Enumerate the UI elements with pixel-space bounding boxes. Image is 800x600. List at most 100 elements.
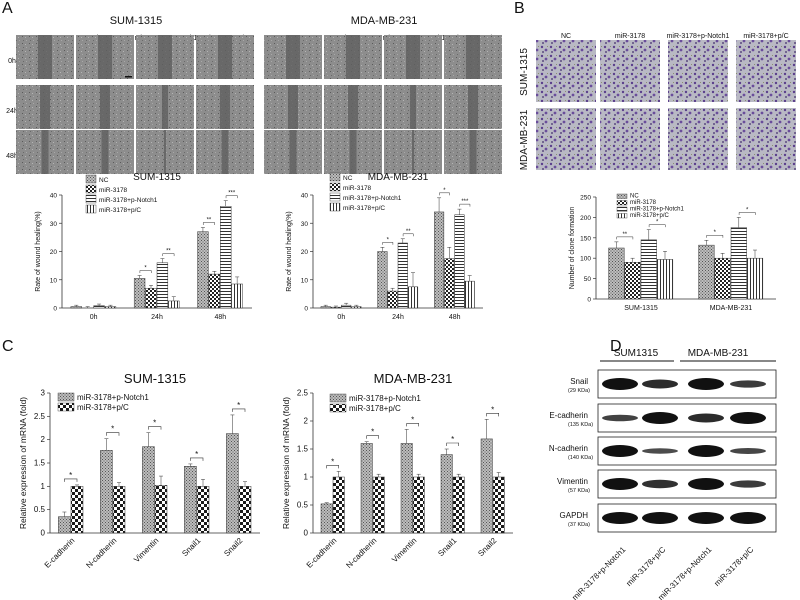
blot-band — [688, 445, 724, 457]
bar — [112, 486, 126, 534]
colony-micrograph — [668, 40, 728, 102]
micrograph-cell-line-label: MDA-MB-231 — [351, 15, 418, 27]
significance-bracket — [225, 195, 238, 199]
y-axis-label: Number of clone formation — [569, 207, 576, 290]
significance-mark: * — [451, 435, 454, 444]
legend-label: miR-3178+p/C — [343, 205, 385, 212]
colony-row-label: SUM-1315 — [519, 48, 530, 96]
wound-gap — [158, 35, 172, 79]
chart-wound-mda: MDA-MB-231 0 10 20 30 40 Rate of wound healing… — [286, 172, 483, 321]
legend-label: miR-3178+p/C — [99, 207, 141, 214]
x-tick-label: SUM-1315 — [624, 305, 658, 312]
bar — [93, 305, 105, 309]
wound-gap — [100, 85, 110, 129]
colony-micrograph — [600, 108, 660, 170]
significance-bracket — [366, 435, 379, 439]
bar — [341, 304, 352, 309]
blot-group-label: SUM1315 — [614, 348, 659, 359]
y-tick-label: 0.5 — [34, 505, 46, 514]
y-tick-label: 0 — [304, 529, 309, 538]
blot-band — [602, 445, 638, 457]
bar — [208, 273, 220, 309]
bar — [492, 476, 505, 534]
y-tick-label: 20 — [50, 249, 58, 256]
blot-lane-label: miR-3178+p-Notch1 — [570, 545, 628, 600]
significance-mark: * — [69, 471, 72, 480]
wound-gap — [349, 130, 357, 174]
blot-protein-label: E-cadherin — [549, 411, 588, 420]
wound-gap — [41, 130, 49, 174]
significance-mark: * — [491, 405, 494, 414]
bar — [377, 251, 388, 309]
bar — [714, 257, 731, 300]
chart-title: SUM-1315 — [124, 371, 186, 386]
significance-bracket — [382, 242, 394, 245]
legend-label: miR-3178 — [343, 185, 372, 192]
x-tick-label: Snail1 — [180, 536, 202, 558]
bar — [226, 433, 239, 534]
y-axis-label: Relative expression of mRNA (fold) — [281, 397, 291, 529]
chart-wound-sum1315: SUM-1315 0 10 20 30 40 Rate of wound healing(%… — [35, 172, 252, 321]
colony-micrograph — [536, 40, 596, 102]
legend-swatch — [57, 392, 75, 402]
blot-band — [602, 414, 638, 422]
wound-gap — [468, 85, 478, 129]
x-tick-label: 48h — [214, 314, 226, 321]
bar — [372, 476, 385, 534]
wound-gap — [412, 130, 414, 174]
bar — [104, 306, 117, 309]
blot-protein-label: Vimentin — [557, 477, 588, 486]
significance-mark: ** — [406, 229, 411, 235]
wound-gap — [289, 130, 297, 174]
colony-micrograph — [536, 108, 596, 170]
blot-kda-label: (37 KDa) — [568, 522, 590, 528]
legend-swatch — [329, 182, 341, 192]
colony-micrograph — [668, 108, 728, 170]
legend-label: miR-3178+p-Notch1 — [630, 207, 685, 213]
scale-bar — [125, 76, 132, 78]
legend-swatch — [616, 213, 628, 219]
wound-gap — [101, 130, 109, 174]
y-tick-label: 0 — [41, 529, 46, 538]
blot-band — [642, 448, 678, 454]
chart-mrna-mda: MDA-MB-231 0 0.5 1 1.5 2 2.5 Relative expressio… — [281, 371, 513, 570]
blot-kda-label: (29 KDa) — [568, 388, 590, 394]
micrograph-time-label: 24h — [6, 108, 18, 115]
x-tick-label: Vimentin — [132, 536, 160, 564]
y-tick-label: 1.5 — [297, 445, 309, 454]
significance-mark: * — [387, 237, 390, 243]
chart-clone-formation: 0 50 100 150 200 250 Number of clone formation… — [569, 194, 776, 312]
bar — [196, 486, 210, 534]
bar — [156, 262, 169, 309]
wound-gap — [346, 35, 360, 79]
significance-mark: * — [714, 230, 717, 236]
bar — [58, 516, 71, 534]
significance-bracket — [486, 413, 499, 417]
wound-gap — [348, 85, 358, 129]
bar — [698, 244, 715, 300]
y-axis-label: Rate of wound healing(%) — [286, 211, 293, 292]
y-tick-label: 100 — [580, 256, 591, 263]
chart-title: MDA-MB-231 — [374, 371, 453, 386]
wound-gap — [469, 130, 477, 174]
y-tick-label: 30 — [301, 221, 309, 228]
legend-label: NC — [343, 175, 353, 182]
y-tick-label: 2 — [304, 417, 309, 426]
chart-legend: NC miR-3178 miR-3178+p-Notch1 miR-3178+p/C — [329, 172, 402, 212]
bar — [454, 214, 465, 309]
bar — [332, 476, 345, 534]
significance-bracket — [202, 222, 215, 225]
significance-mark: * — [111, 425, 114, 434]
micrograph-time-label: 0h — [8, 58, 16, 65]
bar — [387, 290, 398, 309]
wound-gap — [40, 85, 50, 129]
colony-column-label: miR-3178+p-Notch1 — [667, 33, 730, 40]
significance-bracket — [402, 233, 414, 237]
colony-micrograph — [736, 40, 796, 102]
bar — [608, 247, 625, 300]
significance-mark: * — [331, 457, 334, 466]
bar — [238, 486, 252, 534]
wound-gap — [38, 35, 52, 79]
chart-title: SUM-1315 — [133, 172, 181, 183]
